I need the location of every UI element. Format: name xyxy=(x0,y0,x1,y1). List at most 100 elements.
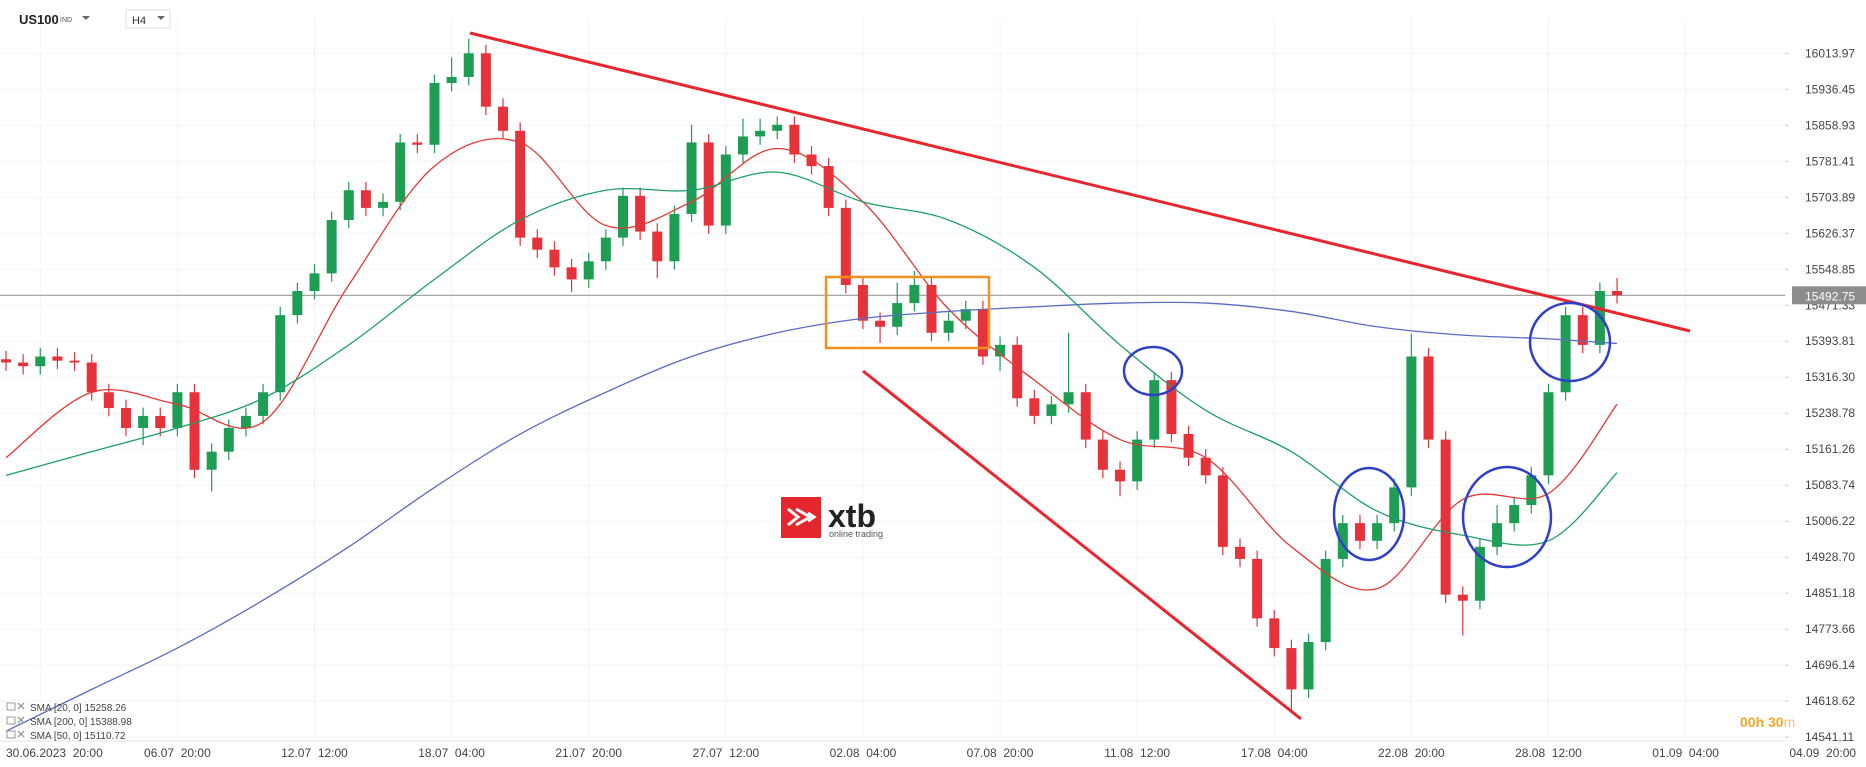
drawings xyxy=(469,31,1691,721)
candle-body xyxy=(669,213,680,262)
y-tick-label: 15393.81 xyxy=(1805,334,1855,348)
candle-body xyxy=(309,273,320,292)
timeframe-select[interactable] xyxy=(125,9,171,29)
timeframe[interactable]: H4 xyxy=(132,15,146,27)
countdown-minutes: 30 xyxy=(1768,714,1784,730)
candle-body xyxy=(138,415,149,428)
y-tick-label: 14541.11 xyxy=(1805,730,1854,744)
legend-remove[interactable] xyxy=(17,730,25,738)
candle-body xyxy=(515,130,526,238)
highlight-circle xyxy=(1461,465,1553,569)
countdown-hours: 00h xyxy=(1740,714,1764,730)
candle-body xyxy=(652,231,663,262)
candle-body xyxy=(1354,523,1365,541)
candle-body xyxy=(240,415,251,428)
resistance-trendline xyxy=(469,31,1691,333)
candle-body xyxy=(583,261,594,280)
candle-body xyxy=(0,359,11,363)
candle-body xyxy=(155,415,166,428)
candle-body xyxy=(977,309,988,357)
candle-body xyxy=(258,392,269,416)
candle-body xyxy=(943,320,954,333)
consolidation-box xyxy=(824,275,991,350)
candle-body xyxy=(35,356,46,367)
candle-body xyxy=(1423,356,1434,440)
candle-body xyxy=(378,201,389,208)
candle-body xyxy=(772,124,783,131)
candle-body xyxy=(172,392,183,428)
countdown: 00h 30m xyxy=(1740,714,1795,730)
market: IND xyxy=(60,17,72,24)
candle-body xyxy=(275,315,286,393)
candle-body xyxy=(463,53,474,77)
candle-body xyxy=(926,284,937,333)
x-tick-label: 27.07 12:00 xyxy=(692,746,759,760)
candle-body xyxy=(1612,291,1623,296)
x-tick-label: 30.06.2023 20:00 xyxy=(6,746,103,760)
candle-body xyxy=(737,136,748,155)
candle-body xyxy=(1269,618,1280,649)
candle-body xyxy=(103,392,114,409)
candle-body xyxy=(1097,439,1108,470)
candle-body xyxy=(789,124,800,155)
x-tick-label: 18.07 04:00 xyxy=(418,746,485,760)
header: US100 IND H4 xyxy=(19,9,171,29)
candle-body xyxy=(1320,558,1331,643)
candle-body xyxy=(69,360,80,363)
candle-body xyxy=(446,76,457,84)
legend-entry: SMA [20, 0] 15258.26 xyxy=(30,703,127,714)
candle-body xyxy=(1115,469,1126,482)
candle-body xyxy=(1577,315,1588,345)
candle-body xyxy=(995,344,1006,357)
sma-line xyxy=(5,138,1618,591)
candle-body xyxy=(1406,356,1417,488)
symbol[interactable]: US100 xyxy=(19,12,59,27)
legend-remove[interactable] xyxy=(17,716,25,724)
candle-body xyxy=(635,195,646,232)
x-tick-label: 02.08 04:00 xyxy=(830,746,897,760)
logo: xtb online trading xyxy=(781,497,883,539)
candle-body xyxy=(120,408,131,428)
x-tick-label: 06.07 20:00 xyxy=(144,746,211,760)
legend-icon xyxy=(6,716,16,725)
y-tick-label: 15548.85 xyxy=(1805,262,1855,276)
logo-glyph xyxy=(787,507,817,527)
y-tick-label: 15316.30 xyxy=(1805,370,1855,384)
candle-body xyxy=(1560,315,1571,393)
legend-entry: SMA [50, 0] 15110.72 xyxy=(30,731,126,742)
candle-body xyxy=(857,284,868,321)
candle-body xyxy=(1526,475,1537,506)
y-tick-label: 14618.62 xyxy=(1805,694,1855,708)
candle-body xyxy=(292,291,303,316)
candle-body xyxy=(960,309,971,321)
x-tick-label: 04.09 20:00 xyxy=(1789,746,1856,760)
legend-remove[interactable] xyxy=(17,702,25,710)
y-tick-label: 14773.66 xyxy=(1805,622,1855,636)
candle-body xyxy=(823,166,834,208)
candle-body xyxy=(909,284,920,304)
candle-body xyxy=(1509,505,1520,524)
candle-body xyxy=(498,106,509,131)
candle-body xyxy=(1303,642,1314,690)
candle-body xyxy=(429,83,440,145)
x-tick-label: 22.08 20:00 xyxy=(1378,746,1445,760)
timeframe-dropdown[interactable] xyxy=(157,16,165,20)
sma-line xyxy=(5,301,1618,732)
candle-body xyxy=(1029,398,1040,416)
plot xyxy=(0,38,1623,732)
y-tick-label: 15006.22 xyxy=(1805,514,1855,528)
x-tick-label: 21.07 20:00 xyxy=(555,746,622,760)
candle-body xyxy=(720,154,731,226)
legend-name: SMA [200, 0] xyxy=(30,717,87,728)
y-tick-label: 15858.93 xyxy=(1805,118,1855,132)
highlight-circle xyxy=(1122,345,1184,397)
symbol-dropdown[interactable] xyxy=(82,16,90,20)
legend-name: SMA [50, 0] xyxy=(30,731,82,742)
candle-body xyxy=(223,427,234,452)
legend: SMA [20, 0] 15258.26 SMA [200, 0] 15388.9… xyxy=(6,702,132,742)
candle-body xyxy=(1046,404,1057,416)
y-tick-label: 15936.45 xyxy=(1805,82,1855,96)
candle-body xyxy=(343,190,354,220)
candle-body xyxy=(1543,392,1554,476)
